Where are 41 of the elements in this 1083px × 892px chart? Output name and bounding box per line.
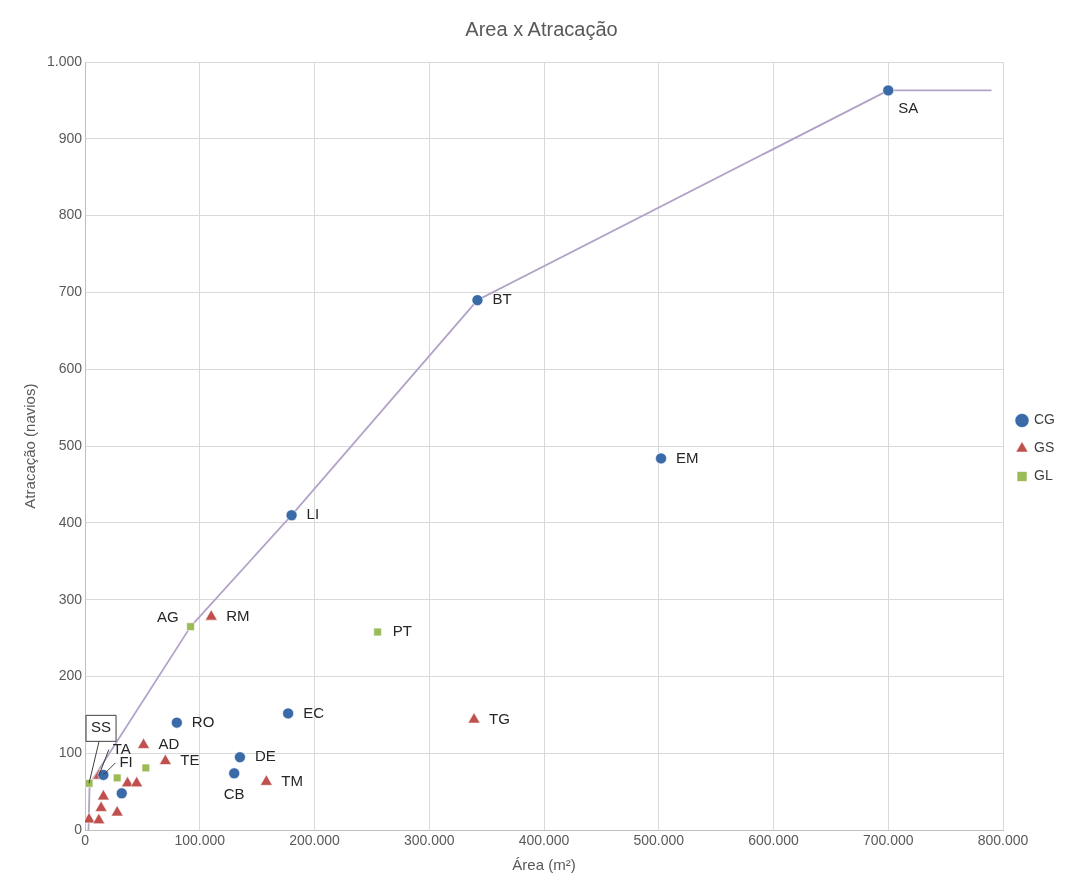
x-axis-title: Área (m²) <box>512 856 576 874</box>
legend-label: CG <box>1034 411 1055 428</box>
y-tick-label: 500 <box>58 436 83 453</box>
y-tick-label: 100 <box>58 744 83 761</box>
y-tick-label: 600 <box>58 360 83 377</box>
y-tick-label: 1.000 <box>46 52 83 69</box>
data-label: SS <box>91 718 112 736</box>
data-label: AG <box>156 607 179 625</box>
data-label: TG <box>489 709 510 727</box>
data-label: RO <box>191 712 215 730</box>
y-tick-label: 400 <box>58 513 83 530</box>
x-tick-label: 700.000 <box>862 832 914 849</box>
data-label: BT <box>492 290 512 308</box>
data-label: EC <box>303 703 325 721</box>
y-tick-label: 800 <box>58 206 83 223</box>
y-tick-label: 0 <box>74 821 83 838</box>
x-tick-label: 800.000 <box>977 832 1029 849</box>
data-label: PT <box>392 622 412 640</box>
data-label: TE <box>180 751 200 769</box>
chart-title: Area x Atracação <box>465 17 618 40</box>
y-axis-title: Atracação (navios) <box>21 383 39 509</box>
data-label: CB <box>223 785 245 803</box>
data-label: EM <box>676 448 699 466</box>
y-tick-label: 700 <box>58 283 83 300</box>
data-label: DE <box>254 747 276 765</box>
data-label: AD <box>158 735 180 753</box>
y-tick-label: 900 <box>58 129 83 146</box>
y-tick-label: 200 <box>58 667 83 684</box>
data-label: RM <box>226 606 250 624</box>
x-tick-label: 400.000 <box>518 832 570 849</box>
data-label: SA <box>898 98 919 116</box>
legend-label: GS <box>1034 439 1055 456</box>
data-label: TM <box>281 771 303 789</box>
x-tick-label: 100.000 <box>174 832 226 849</box>
data-label: LI <box>306 505 320 523</box>
x-tick-label: 300.000 <box>403 832 455 849</box>
x-tick-label: 600.000 <box>748 832 800 849</box>
y-tick-label: 300 <box>58 590 83 607</box>
x-tick-label: 200.000 <box>289 832 341 849</box>
legend-label: GL <box>1034 467 1053 484</box>
x-tick-label: 500.000 <box>633 832 685 849</box>
